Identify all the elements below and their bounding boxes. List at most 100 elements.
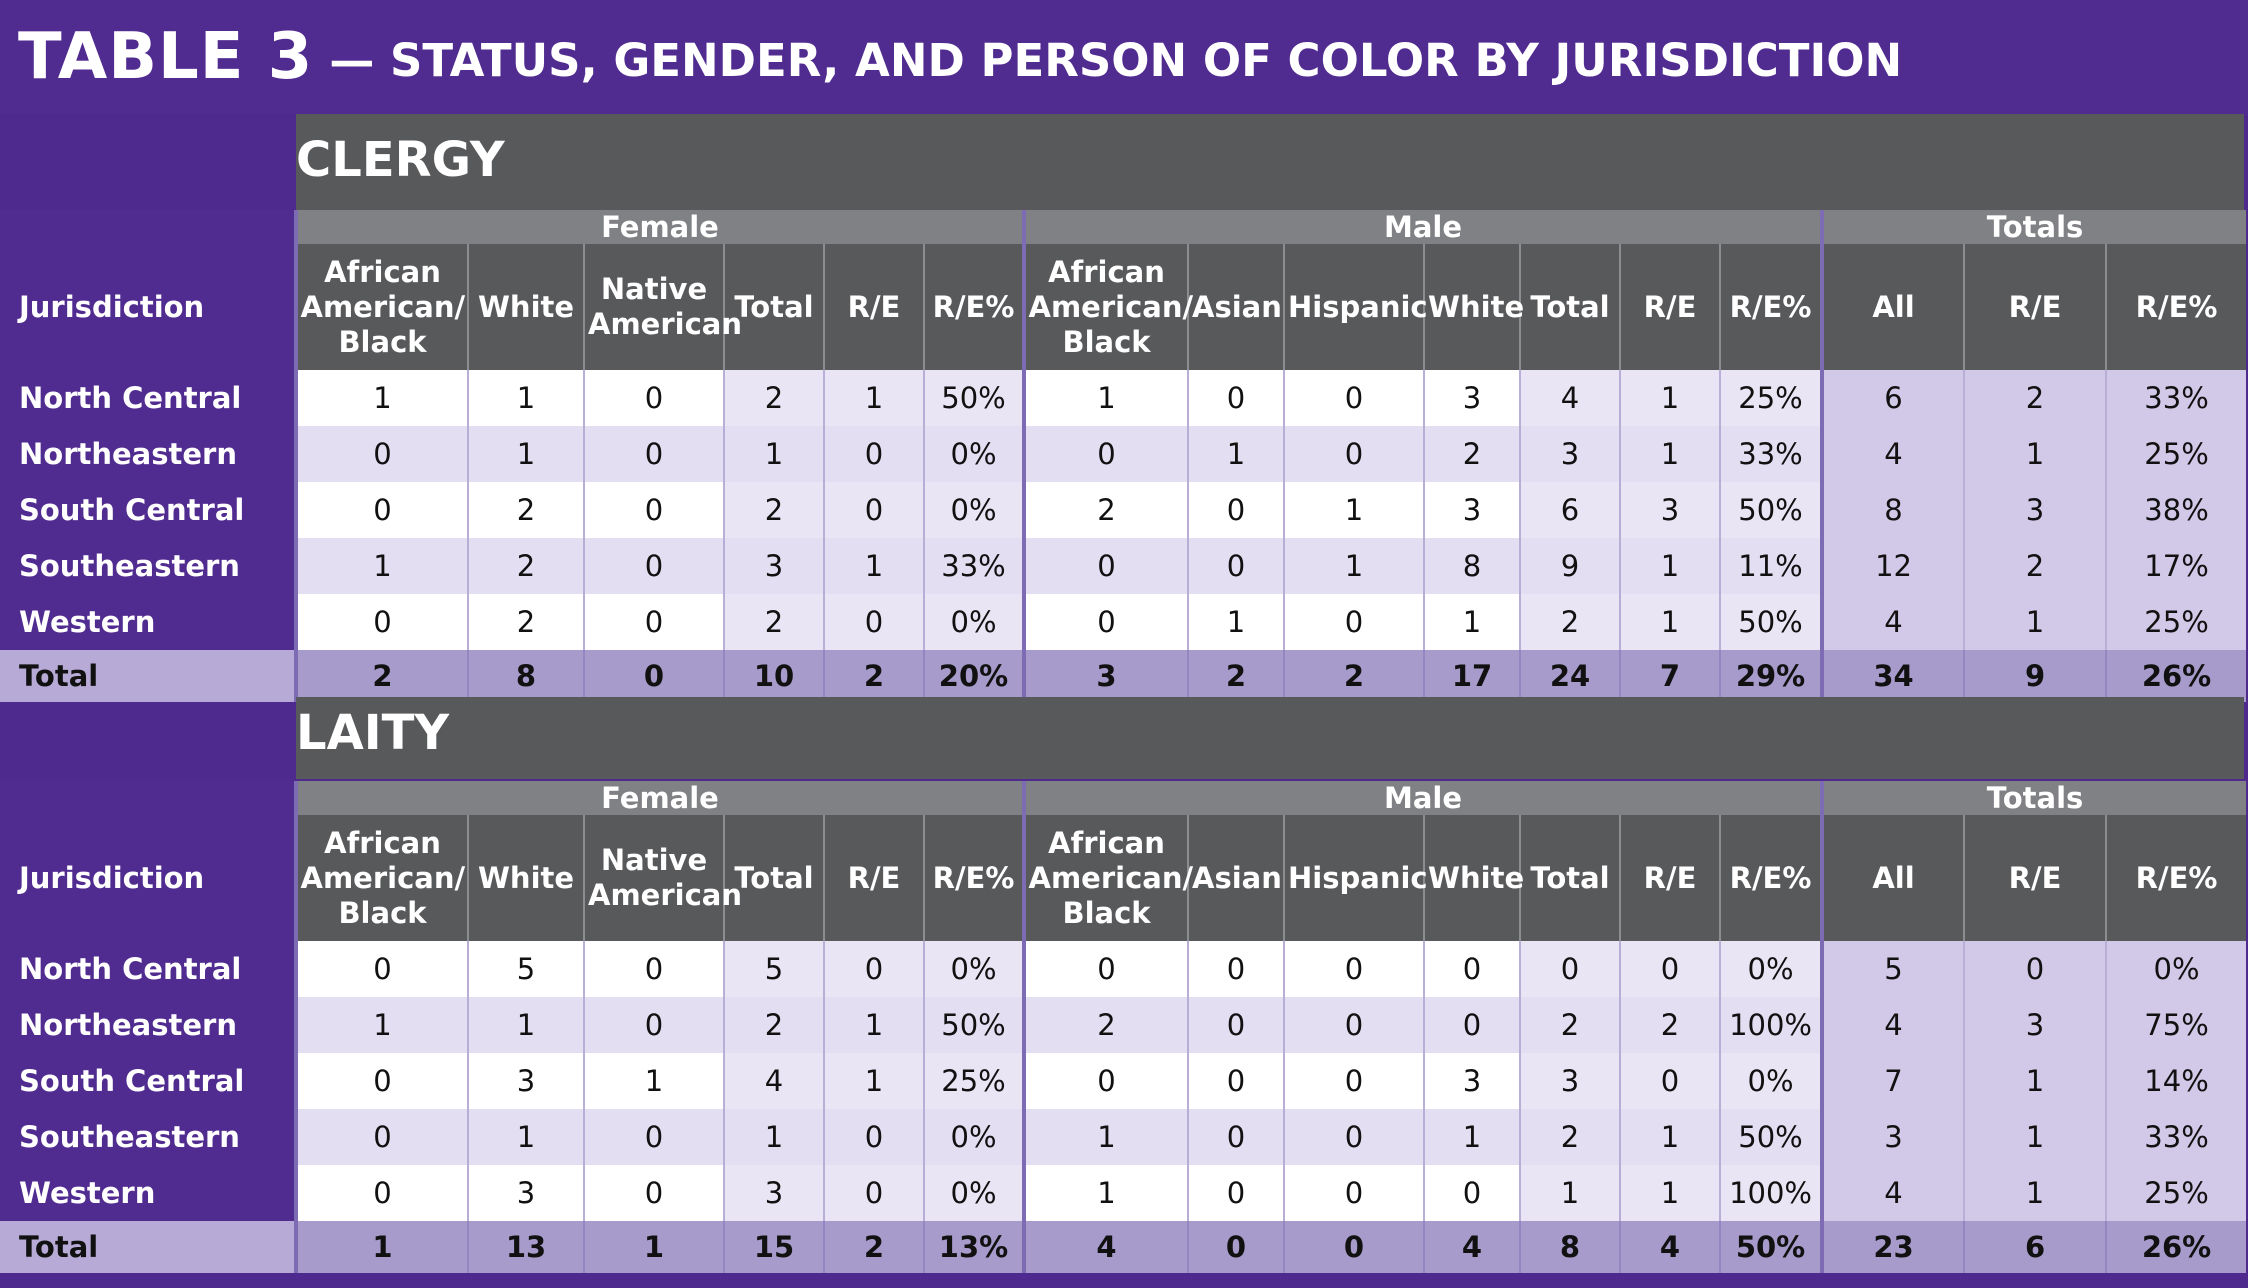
table-cell: 25% — [922, 1053, 1025, 1109]
table-cell: 1 — [1619, 594, 1721, 650]
table-cell: 3 — [1519, 1053, 1621, 1109]
column-header-male-1: Asian — [1187, 815, 1285, 941]
table-cell: 6 — [1820, 370, 1965, 426]
column-header-totals-2: R/E% — [2105, 244, 2247, 370]
table-cell: 0 — [294, 426, 468, 482]
table-cell: 11% — [1719, 538, 1823, 594]
table-cell: 0% — [2105, 941, 2247, 997]
table-cell: 0 — [1187, 1165, 1285, 1221]
column-header-label: R/E — [1643, 860, 1697, 895]
table-cell: 0 — [1283, 1053, 1425, 1109]
table-cell: 2 — [723, 997, 824, 1053]
table-cell: 50% — [1719, 594, 1823, 650]
column-header-label: White — [477, 289, 575, 324]
table-cell: 2 — [723, 482, 824, 538]
table-cell: 5 — [723, 941, 824, 997]
table-row: North Central 0 5 0 5 0 0% 0 0 0 0 0 0 0% 5 0 0% — [0, 941, 2247, 997]
total-cell: 13% — [922, 1221, 1025, 1273]
table-cell: 0 — [823, 1165, 924, 1221]
total-cell: 34 — [1820, 650, 1965, 702]
table-row: Southeastern 0 1 0 1 0 0% 1 0 0 1 2 1 50% 3 1 33% — [0, 1109, 2247, 1165]
table-cell: 38% — [2105, 482, 2247, 538]
table-cell: 0 — [1022, 1053, 1189, 1109]
table-cell: 1 — [1022, 1165, 1189, 1221]
total-cell: 4 — [1423, 1221, 1521, 1273]
column-header-label: White — [477, 860, 575, 895]
table-cell: 50% — [922, 997, 1025, 1053]
column-header-label: White — [1428, 289, 1525, 324]
total-cell: 29% — [1719, 650, 1823, 702]
column-header-label: R/E% — [932, 860, 1015, 895]
table-cell: 0% — [922, 1109, 1025, 1165]
table-cell: 2 — [1619, 997, 1721, 1053]
table-cell: 14% — [2105, 1053, 2247, 1109]
table-cell: 3 — [1423, 482, 1521, 538]
table-cell: 8 — [1423, 538, 1521, 594]
table-cell: 0 — [1187, 370, 1285, 426]
table-cell: 3 — [1519, 426, 1621, 482]
table-cell: 1 — [823, 1053, 924, 1109]
table-cell: 0% — [922, 1165, 1025, 1221]
table-cell: 2 — [467, 538, 584, 594]
total-cell: 26% — [2105, 1221, 2247, 1273]
table-cell: 1 — [1022, 1109, 1189, 1165]
laity-table: Female Male Totals Jurisdiction African Amer… — [0, 781, 2247, 1273]
column-header-totals-1: R/E — [1963, 815, 2107, 941]
table-cell: 25% — [2105, 594, 2247, 650]
table-cell: 0% — [922, 426, 1025, 482]
table-cell: 1 — [1187, 594, 1285, 650]
table-cell: 2 — [1519, 1109, 1621, 1165]
table-cell: 0 — [1963, 941, 2107, 997]
table-cell: 2 — [1519, 594, 1621, 650]
group-female: Female — [293, 210, 1025, 244]
column-header-label: R/E — [847, 860, 901, 895]
row-jurisdiction: Northeastern — [0, 997, 296, 1053]
table-cell: 0 — [294, 1165, 468, 1221]
table-cell: 0 — [1022, 538, 1189, 594]
table-cell: 0 — [583, 370, 724, 426]
column-header-label: Total — [1530, 860, 1610, 895]
table-cell: 1 — [583, 1053, 724, 1109]
total-cell: 4 — [1619, 1221, 1721, 1273]
table-row: North Central 1 1 0 2 1 50% 1 0 0 3 4 1 25% 6 2 33% — [0, 370, 2247, 426]
group-male: Male — [1022, 781, 1823, 815]
column-header-male-2: Hispanic — [1283, 815, 1428, 941]
table-cell: 75% — [2105, 997, 2247, 1053]
column-header-male-2: Hispanic — [1283, 244, 1428, 370]
table-cell: 0 — [1423, 1165, 1521, 1221]
table-cell: 0 — [294, 1109, 468, 1165]
column-header-male-3: White — [1423, 815, 1524, 941]
row-jurisdiction: Western — [0, 1165, 296, 1221]
table-cell: 25% — [1719, 370, 1823, 426]
total-cell: 6 — [1963, 1221, 2107, 1273]
title-bar: TABLE 3 — STATUS, GENDER, AND PERSON OF … — [0, 0, 2248, 114]
table-cell: 3 — [1963, 997, 2107, 1053]
table-cell: 6 — [1519, 482, 1621, 538]
clergy-section-title: CLERGY — [296, 132, 505, 188]
table-cell: 2 — [1022, 997, 1189, 1053]
row-jurisdiction: Southeastern — [0, 1109, 296, 1165]
table-cell: 3 — [723, 538, 824, 594]
table-cell: 3 — [1820, 1109, 1965, 1165]
table-cell: 0 — [583, 594, 724, 650]
column-header-label: Asian — [1192, 860, 1282, 895]
table-cell: 1 — [1963, 1109, 2107, 1165]
column-header-female-0: African American/ Black — [294, 244, 468, 370]
column-header-label: All — [1872, 860, 1915, 895]
column-header-female-2: Native American — [583, 244, 742, 370]
table-cell: 1 — [1283, 538, 1425, 594]
column-header-label: R/E — [1643, 289, 1697, 324]
column-header-male-0: African American/ Black — [1022, 244, 1193, 370]
table-row: Northeastern 1 1 0 2 1 50% 2 0 0 0 2 2 100% 4 3 75% — [0, 997, 2247, 1053]
table-cell: 3 — [723, 1165, 824, 1221]
column-header-male-3: White — [1423, 244, 1525, 370]
table-cell: 3 — [1619, 482, 1721, 538]
total-cell: 2 — [823, 1221, 924, 1273]
table-cell: 1 — [467, 370, 584, 426]
table-cell: 3 — [1423, 370, 1521, 426]
group-female: Female — [293, 781, 1025, 815]
table-cell: 1 — [723, 1109, 824, 1165]
table-cell: 3 — [1963, 482, 2107, 538]
table-cell: 100% — [1719, 1165, 1823, 1221]
table-cell: 0 — [1283, 1109, 1425, 1165]
